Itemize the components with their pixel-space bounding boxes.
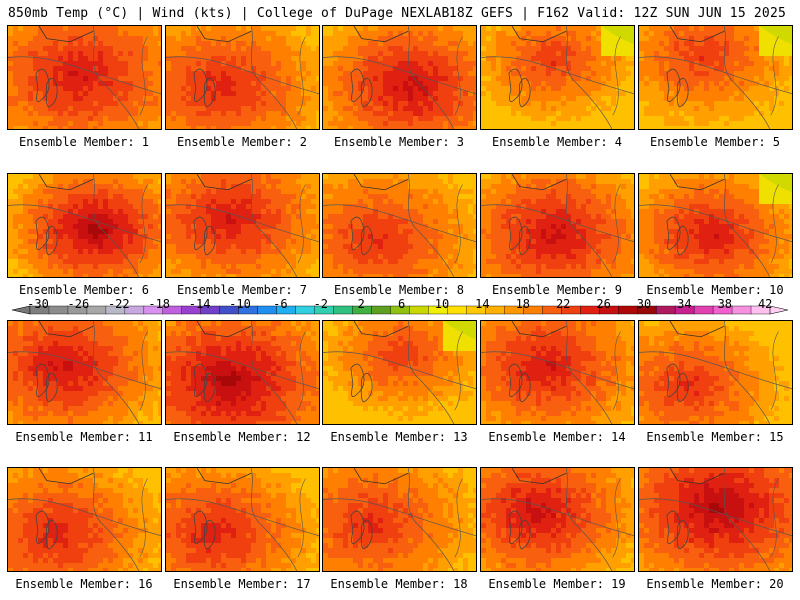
colorbar-tick-label: 42 (757, 297, 773, 311)
ensemble-member-label: Ensemble Member: 8 (333, 283, 465, 297)
colorbar-tick-label: -18 (148, 297, 171, 311)
ensemble-member-map (480, 25, 635, 130)
ensemble-member-map (480, 173, 635, 278)
colorbar-tick-label: -2 (313, 297, 329, 311)
ensemble-member-label: Ensemble Member: 13 (330, 430, 468, 444)
colorbar-segment (371, 305, 392, 315)
ensemble-member-label: Ensemble Member: 9 (491, 283, 623, 297)
ensemble-member-map (165, 25, 320, 130)
ensemble-member-label: Ensemble Member: 10 (646, 283, 784, 297)
ensemble-member-label: Ensemble Member: 15 (646, 430, 784, 444)
colorbar-segment (655, 305, 676, 315)
ensemble-member-label: Ensemble Member: 19 (488, 577, 626, 591)
ensemble-member-label: Ensemble Member: 11 (15, 430, 153, 444)
ensemble-member-map (480, 320, 635, 425)
ensemble-member-label: Ensemble Member: 16 (15, 577, 153, 591)
colorbar-tick-label: 34 (677, 297, 692, 311)
ensemble-member-map (165, 467, 320, 572)
ensemble-member-label: Ensemble Member: 6 (18, 283, 150, 297)
ensemble-member-map (7, 25, 162, 130)
colorbar-tick-label: 18 (515, 297, 531, 311)
ensemble-member-map (638, 173, 793, 278)
ensemble-member-map (165, 173, 320, 278)
colorbar-right-arrow (769, 305, 789, 315)
map-title: 850mb Temp (°C) | Wind (kts) | College o… (8, 6, 450, 21)
colorbar-segment (409, 305, 429, 315)
ensemble-member-map (7, 320, 162, 425)
colorbar-tick-label: 30 (636, 297, 652, 311)
colorbar-tick-label: 6 (397, 297, 406, 311)
ensemble-member-map (322, 320, 477, 425)
ensemble-member-label: Ensemble Member: 17 (173, 577, 311, 591)
ensemble-member-label: Ensemble Member: 18 (330, 577, 468, 591)
colorbar-tick-label: 26 (596, 297, 611, 311)
colorbar-segment (295, 305, 316, 315)
ensemble-member-map (7, 467, 162, 572)
ensemble-member-label: Ensemble Member: 14 (488, 430, 626, 444)
colorbar-tick-label: -30 (27, 297, 49, 311)
colorbar-segment (693, 305, 714, 315)
ensemble-member-map (638, 320, 793, 425)
colorbar-tick-label: 38 (717, 297, 733, 311)
run-valid-time: 18Z GEFS | F162 Valid: 12Z SUN JUN 15 20… (448, 6, 786, 21)
colorbar-tick-label: 10 (434, 297, 450, 311)
colorbar-tick-label: -6 (273, 297, 288, 311)
colorbar-segment (731, 305, 752, 315)
ensemble-member-label: Ensemble Member: 2 (176, 135, 308, 149)
ensemble-member-map (322, 173, 477, 278)
colorbar-tick-label: -14 (188, 297, 211, 311)
colorbar-tick-label: -10 (229, 297, 251, 311)
ensemble-member-label: Ensemble Member: 1 (18, 135, 150, 149)
ensemble-member-map (7, 173, 162, 278)
colorbar-segment (447, 305, 467, 315)
ensemble-member-map (165, 320, 320, 425)
ensemble-member-map (638, 467, 793, 572)
ensemble-member-map (322, 25, 477, 130)
colorbar-tick-label: -22 (107, 297, 130, 311)
ensemble-member-label: Ensemble Member: 3 (333, 135, 465, 149)
ensemble-member-map (322, 467, 477, 572)
ensemble-member-label: Ensemble Member: 7 (176, 283, 308, 297)
temperature-colorbar (11, 305, 789, 315)
ensemble-member-label: Ensemble Member: 5 (649, 135, 781, 149)
ensemble-member-label: Ensemble Member: 20 (646, 577, 784, 591)
colorbar-segment (618, 305, 638, 315)
ensemble-member-label: Ensemble Member: 12 (173, 430, 311, 444)
colorbar-tick-label: 2 (357, 297, 365, 311)
ensemble-member-map (480, 467, 635, 572)
colorbar-segment (86, 305, 107, 315)
ensemble-member-map (638, 25, 793, 130)
colorbar-tick-label: -26 (67, 297, 90, 311)
colorbar-segment (48, 305, 69, 315)
colorbar-tick-label: 22 (555, 297, 571, 311)
colorbar-tick-label: 14 (475, 297, 490, 311)
ensemble-member-label: Ensemble Member: 4 (491, 135, 623, 149)
colorbar-segment (333, 305, 354, 315)
